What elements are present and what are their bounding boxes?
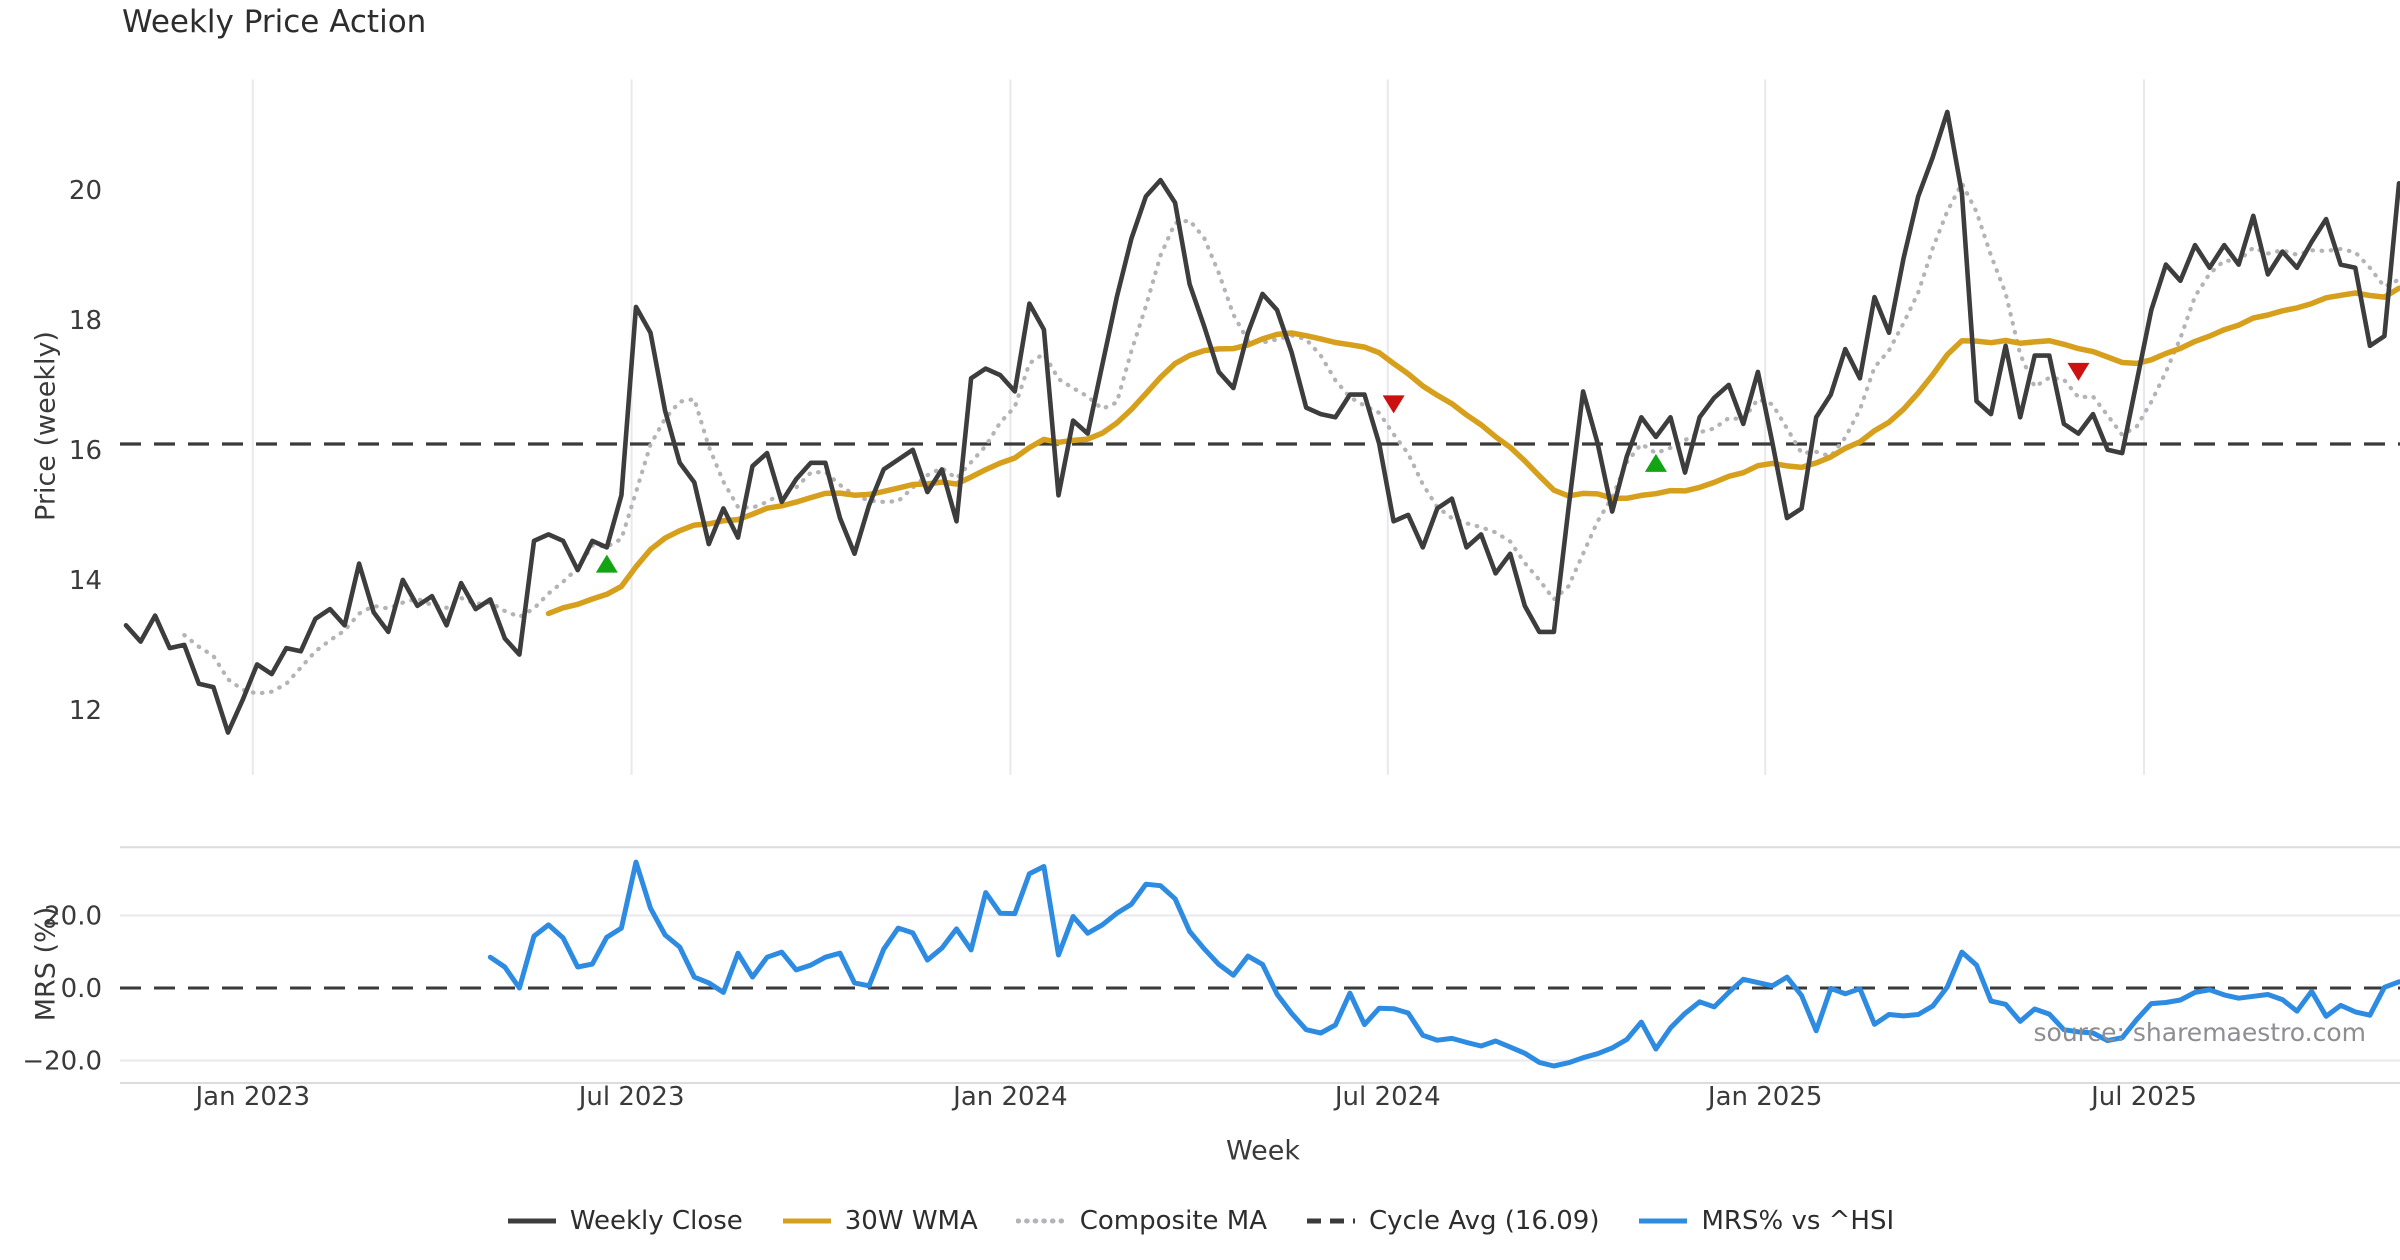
x-axis-label: Week <box>1226 1135 1300 1167</box>
mrs-axis-label: MRS (%) <box>30 906 62 1022</box>
legend-label: Composite MA <box>1079 1206 1267 1236</box>
legend-swatch-dotted <box>1015 1218 1068 1224</box>
signal-markers <box>595 362 2090 573</box>
price-axis-label: Price (weekly) <box>30 331 62 521</box>
x-tick-label: Jan 2024 <box>951 1082 1068 1112</box>
price-ytick-label: 20 <box>69 176 102 206</box>
mrs-ytick-label: −20.0 <box>22 1047 102 1077</box>
price-ytick-label: 12 <box>69 696 102 726</box>
vertical-gridlines <box>251 79 2146 775</box>
legend-label: MRS% vs ^HSI <box>1701 1206 1895 1236</box>
sell-signal-triangle <box>1382 395 1405 414</box>
weekly-close-line <box>123 109 2400 735</box>
legend-item-mrs-vs-hsi: MRS% vs ^HSI <box>1637 1206 1894 1236</box>
source-watermark: source: sharemaestro.com <box>2033 1018 2367 1047</box>
x-tick-label: Jul 2024 <box>1333 1082 1441 1112</box>
buy-signal-triangle <box>595 554 618 573</box>
sell-signal-triangle <box>2067 362 2090 381</box>
mrs-panel <box>120 846 2400 1085</box>
x-tick-label: Jul 2023 <box>577 1082 685 1112</box>
x-tick-label: Jul 2025 <box>2089 1082 2197 1112</box>
legend-label: 30W WMA <box>844 1206 978 1236</box>
price-ytick-label: 16 <box>69 436 102 466</box>
legend-item-composite-ma: Composite MA <box>1015 1206 1267 1236</box>
price-panel <box>120 109 2400 735</box>
buy-signal-triangle <box>1644 453 1667 472</box>
chart-legend: Weekly Close 30W WMA Composite MA Cycle … <box>0 1206 2400 1236</box>
mrs-ytick-label: 20.0 <box>44 901 102 931</box>
legend-swatch-dashed <box>1307 1218 1355 1224</box>
chart-title: Weekly Price Action <box>122 4 427 40</box>
legend-swatch-solid <box>507 1218 556 1224</box>
legend-label: Cycle Avg (16.09) <box>1369 1206 1600 1236</box>
composite-ma-line <box>182 178 2400 696</box>
wma30-line <box>545 285 2400 617</box>
mrs-line <box>487 859 2400 1069</box>
legend-swatch-solid <box>1639 1218 1688 1224</box>
legend-label: Weekly Close <box>569 1206 743 1236</box>
price-ytick-label: 18 <box>69 306 102 336</box>
mrs-ytick-label: 0.0 <box>61 974 102 1004</box>
legend-item-weekly-close: Weekly Close <box>506 1206 743 1236</box>
x-tick-label: Jan 2023 <box>194 1082 311 1112</box>
price-ytick-label: 14 <box>69 566 102 596</box>
legend-swatch-solid <box>782 1218 831 1224</box>
legend-item-30w-wma: 30W WMA <box>781 1206 978 1236</box>
x-tick-label: Jan 2025 <box>1706 1082 1823 1112</box>
axis-tick-labels: 12 14 16 18 20 −20.0 0.0 20.0 Jan 2023 Jul 2023 Ja… <box>22 176 2197 1112</box>
legend-item-cycle-avg-16-09-: Cycle Avg (16.09) <box>1305 1206 1599 1236</box>
